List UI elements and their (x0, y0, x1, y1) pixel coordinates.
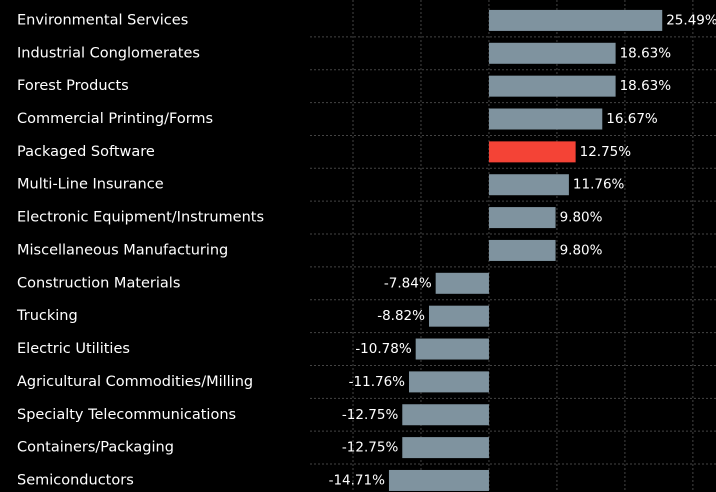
category-label: Industrial Conglomerates (17, 45, 200, 61)
value-label: -11.76% (349, 374, 406, 390)
category-label: Commercial Printing/Forms (17, 111, 213, 127)
category-label: Packaged Software (17, 144, 155, 160)
category-label: Trucking (16, 308, 78, 324)
category-label: Miscellaneous Manufacturing (17, 242, 228, 258)
category-label: Semiconductors (17, 472, 134, 488)
value-label: 18.63% (620, 45, 672, 61)
bar (488, 42, 616, 64)
bar (488, 174, 569, 196)
bar (415, 338, 489, 360)
value-label: 11.76% (573, 177, 625, 193)
category-label: Specialty Telecommunications (17, 407, 236, 423)
bar (435, 272, 489, 294)
bar (488, 141, 576, 163)
bar (488, 75, 616, 97)
category-label: Multi-Line Insurance (17, 177, 164, 193)
category-label: Agricultural Commodities/Milling (17, 374, 253, 390)
value-label: 25.49% (666, 12, 716, 28)
bar (488, 207, 556, 229)
bar (488, 108, 603, 130)
value-label: 9.80% (560, 242, 603, 258)
category-label: Electronic Equipment/Instruments (17, 210, 264, 226)
value-label: 12.75% (580, 144, 632, 160)
value-label: -8.82% (377, 308, 425, 324)
value-label: 16.67% (606, 111, 658, 127)
bar (402, 437, 489, 459)
category-label: Construction Materials (17, 275, 180, 291)
bar (428, 305, 489, 327)
value-label: -14.71% (329, 472, 386, 488)
value-label: -12.75% (342, 407, 399, 423)
bar (402, 404, 489, 426)
bar (409, 371, 489, 393)
value-label: -7.84% (384, 275, 432, 291)
value-label: -12.75% (342, 440, 399, 456)
value-label: 18.63% (620, 78, 672, 94)
bar (388, 469, 489, 491)
category-label: Environmental Services (17, 12, 188, 28)
value-label: 9.80% (560, 210, 603, 226)
category-label: Electric Utilities (17, 341, 130, 357)
bar (488, 9, 663, 31)
category-label: Containers/Packaging (17, 440, 174, 456)
bar (488, 239, 556, 261)
category-label: Forest Products (17, 78, 129, 94)
value-label: -10.78% (355, 341, 412, 357)
